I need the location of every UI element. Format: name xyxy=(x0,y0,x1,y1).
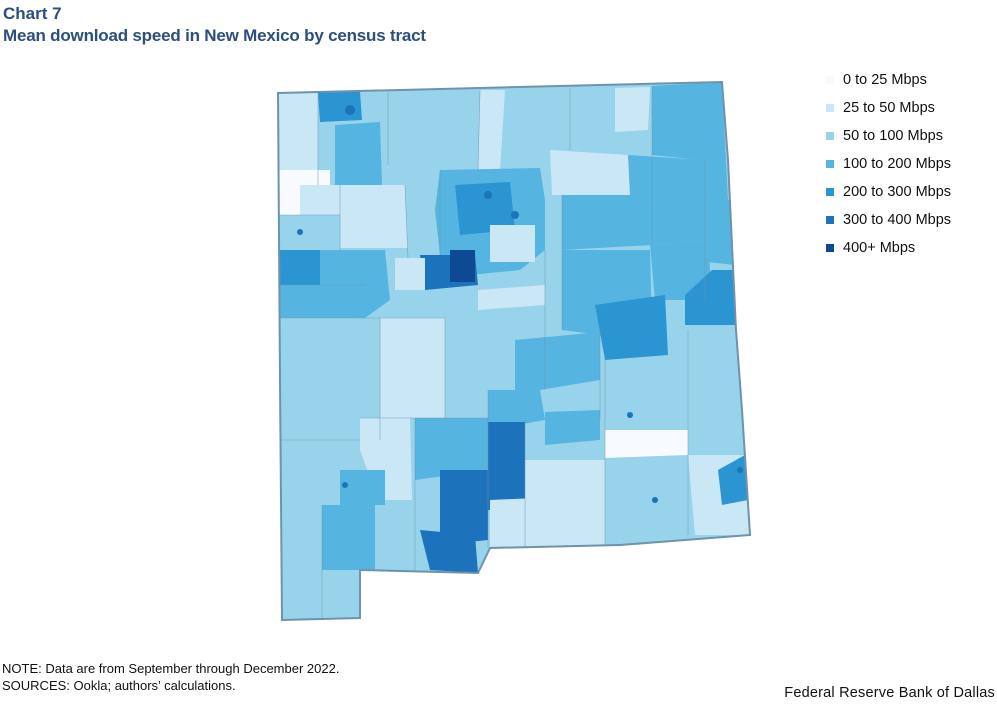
tract xyxy=(388,90,480,170)
census-tracts xyxy=(278,82,750,620)
tract xyxy=(278,215,340,250)
legend-label: 400+ Mbps xyxy=(843,240,916,256)
sources-text: SOURCES: Ookla; authors’ calculations. xyxy=(2,678,236,693)
title-block: Chart 7 Mean download speed in New Mexic… xyxy=(3,3,426,47)
legend-label: 100 to 200 Mbps xyxy=(843,156,952,172)
tract xyxy=(605,490,690,545)
legend-label: 0 to 25 Mbps xyxy=(843,72,927,88)
tract xyxy=(278,185,300,215)
tract xyxy=(685,270,736,325)
legend-item: 200 to 300 Mbps xyxy=(826,178,951,206)
tract xyxy=(440,470,488,545)
tract xyxy=(550,150,630,195)
legend-swatch xyxy=(826,76,834,84)
notes: NOTE: Data are from September through De… xyxy=(2,660,339,694)
tract xyxy=(478,285,545,310)
legend-label: 300 to 400 Mbps xyxy=(843,212,952,228)
tract xyxy=(420,530,478,573)
legend-swatch xyxy=(826,216,834,224)
legend-item: 50 to 100 Mbps xyxy=(826,122,951,150)
tract xyxy=(340,470,385,505)
tract xyxy=(525,460,605,500)
tract xyxy=(505,88,570,160)
tract xyxy=(688,395,742,455)
tract xyxy=(615,87,650,132)
tract xyxy=(340,185,408,248)
chart-title: Mean download speed in New Mexico by cen… xyxy=(3,26,426,45)
tract xyxy=(318,92,362,122)
tract xyxy=(278,92,318,170)
legend-swatch xyxy=(826,132,834,140)
legend-swatch xyxy=(826,188,834,196)
legend-swatch xyxy=(826,244,834,252)
legend-item: 300 to 400 Mbps xyxy=(826,206,951,234)
tract xyxy=(515,332,600,400)
tract xyxy=(320,250,390,318)
legend: 0 to 25 Mbps 25 to 50 Mbps 50 to 100 Mbp… xyxy=(826,66,951,262)
tract xyxy=(488,422,525,510)
tract xyxy=(322,505,375,570)
tract xyxy=(380,318,445,418)
urban-tracts xyxy=(297,105,743,530)
legend-label: 25 to 50 Mbps xyxy=(843,100,935,116)
tract xyxy=(545,410,600,445)
tract xyxy=(562,195,652,250)
tract xyxy=(278,170,330,185)
legend-swatch xyxy=(826,104,834,112)
tract xyxy=(652,82,728,200)
tract xyxy=(280,505,322,620)
legend-item: 0 to 25 Mbps xyxy=(826,66,951,94)
tract xyxy=(488,390,545,430)
legend-item: 100 to 200 Mbps xyxy=(826,150,951,178)
tract xyxy=(278,318,380,440)
legend-item: 25 to 50 Mbps xyxy=(826,94,951,122)
tract xyxy=(322,570,362,618)
legend-label: 200 to 300 Mbps xyxy=(843,184,952,200)
tract xyxy=(300,185,340,215)
credit-text: Federal Reserve Bank of Dallas xyxy=(784,685,995,701)
tract xyxy=(490,225,535,262)
state-border xyxy=(276,80,752,622)
tract xyxy=(490,495,605,548)
tract xyxy=(595,295,668,360)
tract xyxy=(415,418,488,480)
tract xyxy=(395,258,425,290)
tract xyxy=(455,182,515,235)
note-text: NOTE: Data are from September through De… xyxy=(2,661,340,676)
tract xyxy=(335,122,382,185)
tract xyxy=(478,90,505,172)
legend-label: 50 to 100 Mbps xyxy=(843,128,943,144)
tract xyxy=(278,250,320,285)
chart-label: Chart 7 xyxy=(3,4,62,23)
tract xyxy=(705,198,734,265)
legend-swatch xyxy=(826,160,834,168)
legend-item: 400+ Mbps xyxy=(826,234,951,262)
tract xyxy=(605,430,688,458)
